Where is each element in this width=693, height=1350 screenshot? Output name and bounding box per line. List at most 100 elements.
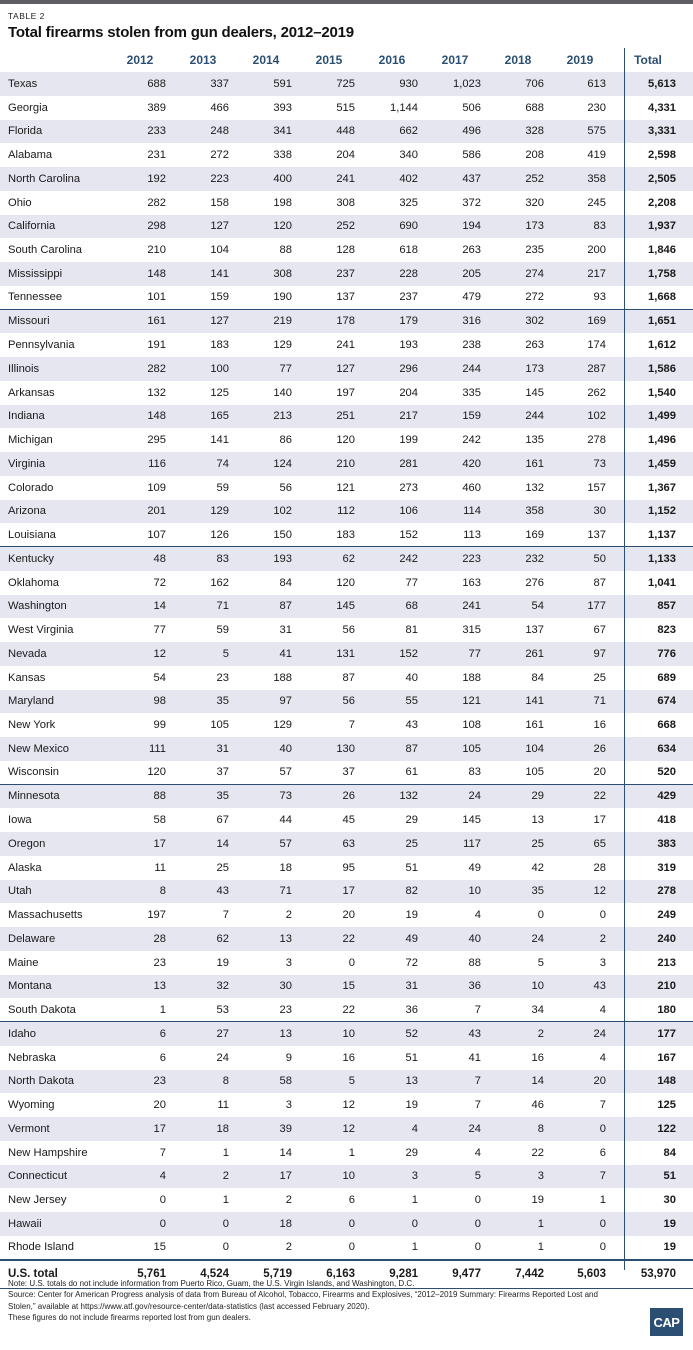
row-total: 1,499 bbox=[648, 410, 676, 423]
value-2017: 24 bbox=[468, 790, 481, 803]
row-total: 51 bbox=[663, 1170, 676, 1183]
value-2016: 325 bbox=[399, 196, 418, 209]
row-total: 210 bbox=[657, 980, 676, 993]
value-2016: 152 bbox=[399, 647, 418, 660]
table-row: Missouri 161 127 219 178 179 316 302 169 1,651 bbox=[0, 309, 693, 334]
value-2012: 192 bbox=[147, 172, 166, 185]
value-2015: 22 bbox=[342, 1003, 355, 1016]
value-2013: 141 bbox=[210, 434, 229, 447]
column-header-2016: 2016 bbox=[378, 53, 406, 67]
value-2014: 591 bbox=[273, 77, 292, 90]
state-name: Hawaii bbox=[8, 1217, 42, 1230]
value-2018: 132 bbox=[525, 481, 544, 494]
value-2013: 2 bbox=[222, 1170, 229, 1183]
row-total: 122 bbox=[657, 1122, 676, 1135]
table-row: Ohio 282 158 198 308 325 372 320 245 2,208 bbox=[0, 191, 693, 215]
value-2013: 127 bbox=[210, 220, 229, 233]
value-2018: 302 bbox=[525, 315, 544, 328]
column-header-2017: 2017 bbox=[441, 53, 469, 67]
value-2016: 1 bbox=[411, 1241, 418, 1254]
value-2016: 193 bbox=[399, 339, 418, 352]
row-total: 668 bbox=[657, 719, 676, 732]
cap-logo: CAP bbox=[650, 1308, 683, 1336]
state-name: West Virginia bbox=[8, 624, 74, 637]
value-2018: 84 bbox=[531, 671, 544, 684]
value-2018: 1 bbox=[537, 1241, 544, 1254]
value-2012: 1 bbox=[159, 1003, 166, 1016]
value-2015: 20 bbox=[342, 909, 355, 922]
state-name: Florida bbox=[8, 125, 43, 138]
value-2012: 688 bbox=[147, 77, 166, 90]
value-2017: 194 bbox=[462, 220, 481, 233]
value-2013: 223 bbox=[210, 172, 229, 185]
value-2019: 262 bbox=[587, 386, 606, 399]
value-2016: 237 bbox=[399, 291, 418, 304]
value-2015: 725 bbox=[336, 77, 355, 90]
value-2013: 105 bbox=[210, 719, 229, 732]
value-2019: 17 bbox=[593, 814, 606, 827]
row-total: 674 bbox=[657, 695, 676, 708]
value-2016: 618 bbox=[399, 244, 418, 257]
value-2015: 15 bbox=[342, 980, 355, 993]
value-2013: 1 bbox=[222, 1194, 229, 1207]
value-2016: 106 bbox=[399, 505, 418, 518]
table-row: Montana 13 32 30 15 31 36 10 43 210 bbox=[0, 974, 693, 999]
value-2015: 130 bbox=[336, 742, 355, 755]
value-2013: 129 bbox=[210, 505, 229, 518]
value-2013: 59 bbox=[216, 481, 229, 494]
value-2013: 19 bbox=[216, 956, 229, 969]
us-total-2013: 4,524 bbox=[200, 1267, 229, 1280]
value-2013: 35 bbox=[216, 790, 229, 803]
table-row: Alabama 231 272 338 204 340 586 208 419 2,598 bbox=[0, 143, 693, 167]
value-2016: 55 bbox=[405, 695, 418, 708]
value-2015: 128 bbox=[336, 244, 355, 257]
value-2016: 179 bbox=[399, 315, 418, 328]
value-2015: 12 bbox=[342, 1122, 355, 1135]
value-2015: 56 bbox=[342, 624, 355, 637]
row-total: 319 bbox=[657, 861, 676, 874]
value-2014: 44 bbox=[279, 814, 292, 827]
value-2016: 402 bbox=[399, 172, 418, 185]
value-2016: 217 bbox=[399, 410, 418, 423]
value-2018: 54 bbox=[531, 600, 544, 613]
value-2014: 308 bbox=[273, 267, 292, 280]
us-total-2017: 9,477 bbox=[452, 1267, 481, 1280]
value-2015: 7 bbox=[348, 719, 355, 732]
state-name: South Dakota bbox=[8, 1003, 76, 1016]
value-2016: 152 bbox=[399, 528, 418, 541]
value-2013: 272 bbox=[210, 149, 229, 162]
value-2017: 0 bbox=[474, 1194, 481, 1207]
value-2014: 57 bbox=[279, 766, 292, 779]
value-2012: 0 bbox=[159, 1194, 166, 1207]
value-2012: 6 bbox=[159, 1051, 166, 1064]
value-2013: 74 bbox=[216, 457, 229, 470]
value-2019: 87 bbox=[593, 576, 606, 589]
top-bar bbox=[0, 0, 693, 4]
table-row: Washington 14 71 87 145 68 241 54 177 857 bbox=[0, 594, 693, 619]
value-2016: 82 bbox=[405, 885, 418, 898]
value-2013: 71 bbox=[216, 600, 229, 613]
value-2018: 34 bbox=[531, 1003, 544, 1016]
value-2015: 251 bbox=[336, 410, 355, 423]
row-total: 2,505 bbox=[648, 172, 676, 185]
extra-note-text: These figures do not include firearms re… bbox=[8, 1312, 251, 1322]
value-2015: 17 bbox=[342, 885, 355, 898]
table-row: Alaska 11 25 18 95 51 49 42 28 319 bbox=[0, 856, 693, 880]
value-2018: 25 bbox=[531, 837, 544, 850]
value-2017: 5 bbox=[474, 1170, 481, 1183]
value-2014: 88 bbox=[279, 244, 292, 257]
state-name: Maine bbox=[8, 956, 39, 969]
value-2019: 20 bbox=[593, 766, 606, 779]
table-row: New Jersey 0 1 2 6 1 0 19 1 30 bbox=[0, 1188, 693, 1212]
value-2019: 169 bbox=[587, 315, 606, 328]
value-2016: 4 bbox=[411, 1122, 418, 1135]
value-2014: 97 bbox=[279, 695, 292, 708]
value-2017: 114 bbox=[463, 505, 481, 518]
table-row: Vermont 17 18 39 12 4 24 8 0 122 bbox=[0, 1117, 693, 1141]
value-2018: 358 bbox=[525, 505, 544, 518]
value-2018: 24 bbox=[531, 932, 544, 945]
us-total-2019: 5,603 bbox=[577, 1267, 606, 1280]
value-2019: 43 bbox=[593, 980, 606, 993]
row-total: 776 bbox=[657, 647, 676, 660]
value-2019: 174 bbox=[587, 339, 606, 352]
